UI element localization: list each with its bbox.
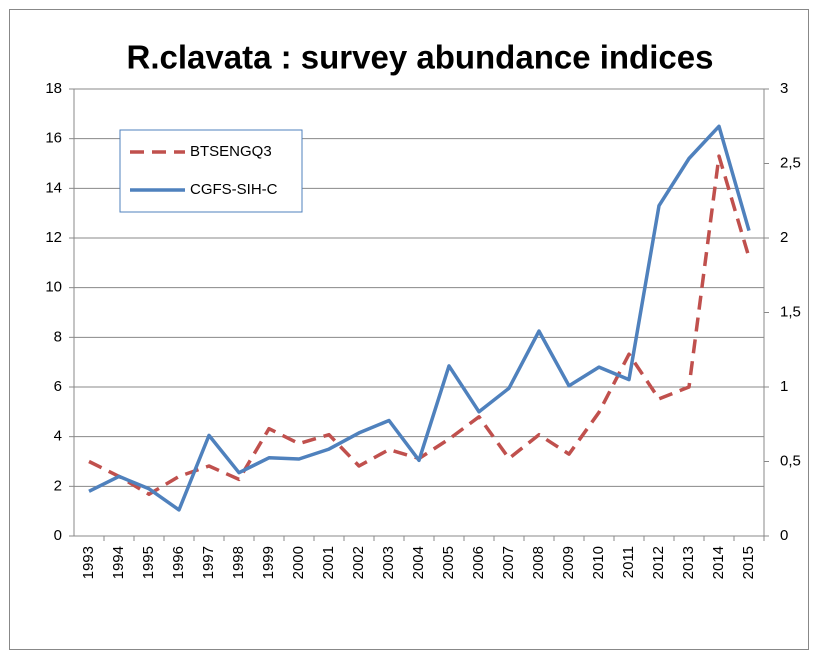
y2-tick-label: 2,5	[780, 154, 801, 171]
chart-frame	[9, 9, 809, 650]
x-tick-label: 2008	[530, 546, 547, 579]
x-tick-label: 1996	[170, 546, 187, 579]
y-tick-label: 6	[54, 378, 62, 395]
x-tick-label: 2001	[320, 546, 337, 579]
legend-label: BTSENGQ3	[190, 143, 272, 160]
x-tick-label: 1997	[200, 546, 217, 579]
x-tick-label: 2009	[560, 546, 577, 579]
y-tick-label: 10	[45, 279, 62, 296]
x-tick-label: 2002	[350, 546, 367, 579]
y-tick-label: 14	[45, 179, 62, 196]
x-tick-label: 2000	[290, 546, 307, 579]
x-tick-label: 1999	[260, 546, 277, 579]
y-tick-label: 2	[54, 477, 62, 494]
x-tick-label: 1993	[80, 546, 97, 579]
y2-tick-label: 1	[780, 378, 788, 395]
y-tick-label: 8	[54, 328, 62, 345]
y-tick-label: 16	[45, 130, 62, 147]
x-tick-label: 1994	[110, 546, 127, 579]
y2-tick-label: 1,5	[780, 303, 801, 320]
y2-tick-label: 0,5	[780, 452, 801, 469]
x-tick-label: 2010	[590, 546, 607, 579]
y-tick-label: 4	[54, 428, 62, 445]
x-tick-label: 2013	[680, 546, 697, 579]
x-tick-label: 2006	[470, 546, 487, 579]
x-tick-label: 2015	[740, 546, 757, 579]
y2-tick-label: 3	[780, 80, 788, 97]
x-tick-label: 1998	[230, 546, 247, 579]
y-tick-label: 0	[54, 527, 62, 544]
x-tick-label: 2007	[500, 546, 517, 579]
x-tick-label: 2012	[650, 546, 667, 579]
y-tick-label: 12	[45, 229, 62, 246]
x-tick-label: 2005	[440, 546, 457, 579]
x-tick-label: 1995	[140, 546, 157, 579]
x-tick-label: 2011	[620, 546, 637, 578]
x-tick-label: 2004	[410, 546, 427, 579]
x-tick-label: 2003	[380, 546, 397, 579]
legend-label: CGFS-SIH-C	[190, 181, 278, 198]
y2-tick-label: 0	[780, 527, 788, 544]
legend-box	[119, 129, 303, 213]
series-line	[88, 124, 751, 512]
x-tick-label: 2014	[710, 546, 727, 579]
y-tick-label: 18	[45, 80, 62, 97]
chart-title: R.clavata : survey abundance indices	[127, 39, 714, 76]
y2-tick-label: 2	[780, 229, 788, 246]
